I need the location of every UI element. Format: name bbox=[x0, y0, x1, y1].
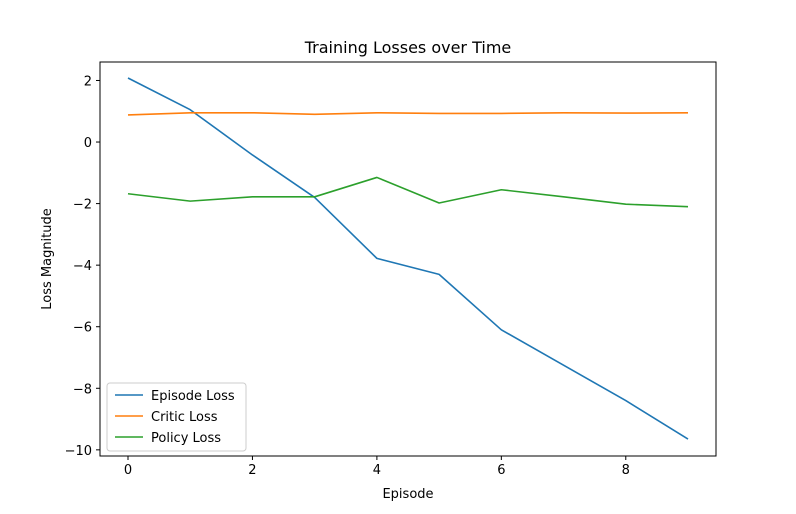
y-tick-label: −6 bbox=[73, 321, 92, 336]
legend-label-critic-loss: Critic Loss bbox=[151, 410, 218, 425]
legend: Episode Loss Critic Loss Policy Loss bbox=[106, 382, 247, 452]
x-tick-label: 0 bbox=[124, 463, 132, 478]
y-tick-label: −4 bbox=[73, 259, 92, 274]
x-axis-label: Episode bbox=[382, 487, 433, 502]
x-tick-label: 8 bbox=[622, 463, 630, 478]
x-axis-ticks: 0 2 4 6 8 bbox=[124, 456, 630, 478]
x-tick-label: 4 bbox=[373, 463, 381, 478]
series-line-critic-loss bbox=[127, 111, 689, 116]
y-tick-label: −8 bbox=[73, 382, 92, 397]
legend-box bbox=[106, 382, 247, 452]
legend-label-policy-loss: Policy Loss bbox=[151, 431, 221, 446]
series-line-policy-loss bbox=[127, 176, 689, 208]
y-tick-label: 2 bbox=[84, 74, 92, 89]
series-line-episode-loss bbox=[127, 77, 689, 440]
y-axis-ticks: −10 −8 −6 −4 −2 0 2 bbox=[65, 74, 100, 459]
y-tick-label: −2 bbox=[73, 198, 92, 213]
chart-title: Training Losses over Time bbox=[304, 38, 512, 57]
plot-frame bbox=[99, 61, 717, 457]
y-axis-label: Loss Magnitude bbox=[40, 208, 55, 310]
y-tick-label: 0 bbox=[84, 136, 92, 151]
x-tick-label: 6 bbox=[497, 463, 505, 478]
y-tick-label: −10 bbox=[65, 444, 92, 459]
legend-label-episode-loss: Episode Loss bbox=[151, 389, 235, 404]
plot-marks bbox=[127, 77, 689, 440]
x-tick-label: 2 bbox=[248, 463, 256, 478]
